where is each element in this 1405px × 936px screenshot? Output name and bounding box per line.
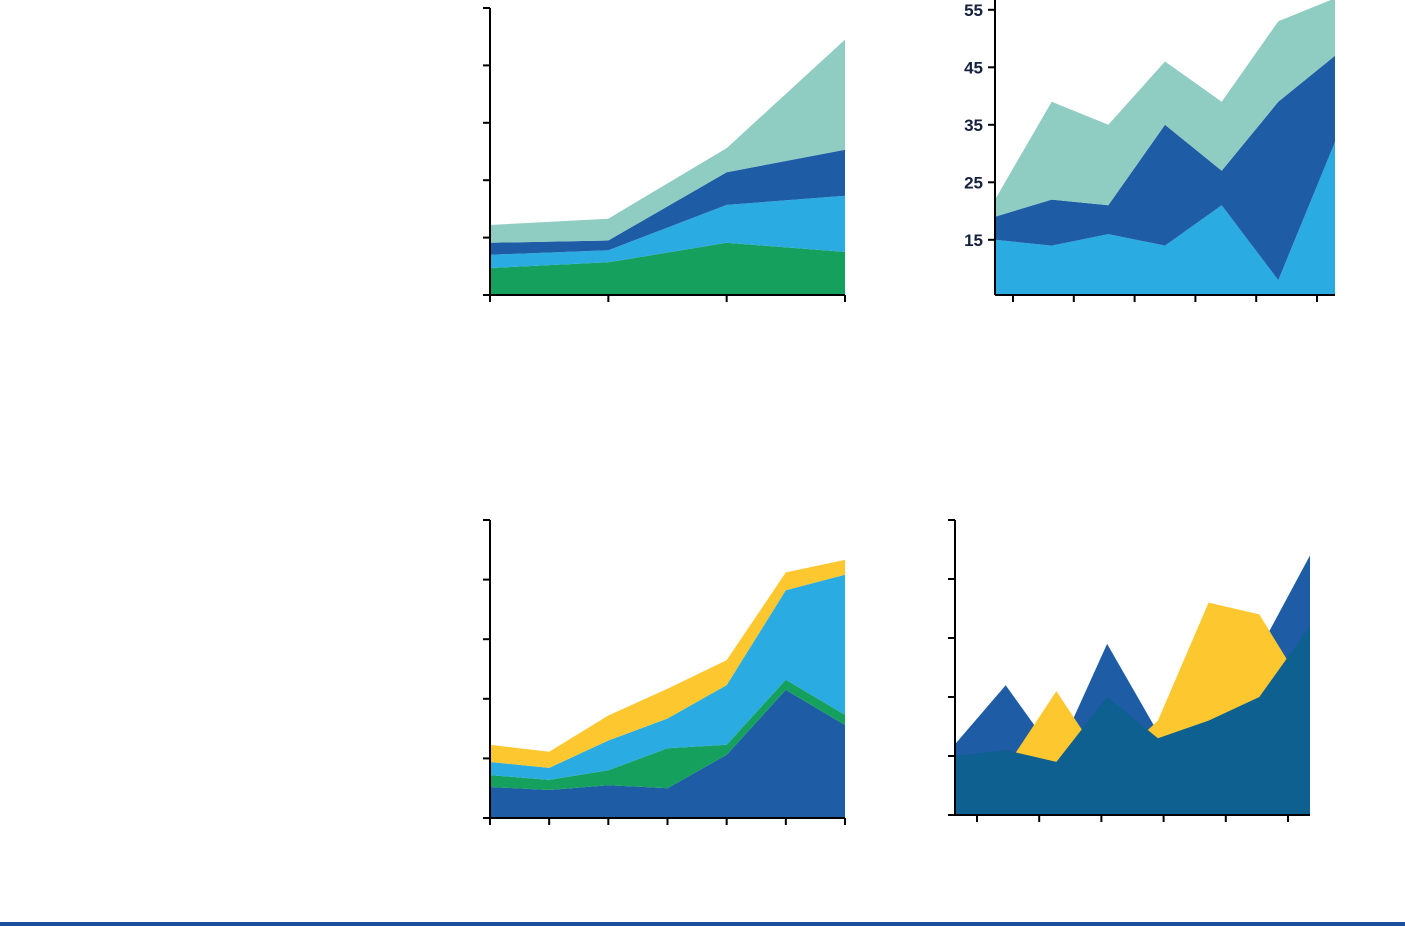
footer-rule xyxy=(0,922,1405,926)
overlap-area-chart-bottom-right xyxy=(910,512,1335,830)
stacked-area-chart-top-left xyxy=(445,0,870,315)
stacked-area-chart-bottom-left xyxy=(445,512,870,834)
svg-text:45: 45 xyxy=(964,58,983,77)
svg-text:25: 25 xyxy=(964,173,983,192)
chart-canvas-top-left xyxy=(483,7,846,302)
svg-text:35: 35 xyxy=(964,116,983,135)
stacked-area-chart-top-right: 15 25 35 45 55 xyxy=(940,0,1350,315)
chart-canvas-bottom-right xyxy=(948,519,1310,822)
svg-text:15: 15 xyxy=(964,231,983,250)
chart-canvas-top-right: 15 25 35 45 55 xyxy=(964,0,1335,302)
svg-text:55: 55 xyxy=(964,1,983,20)
chart-canvas-bottom-left xyxy=(483,519,846,825)
